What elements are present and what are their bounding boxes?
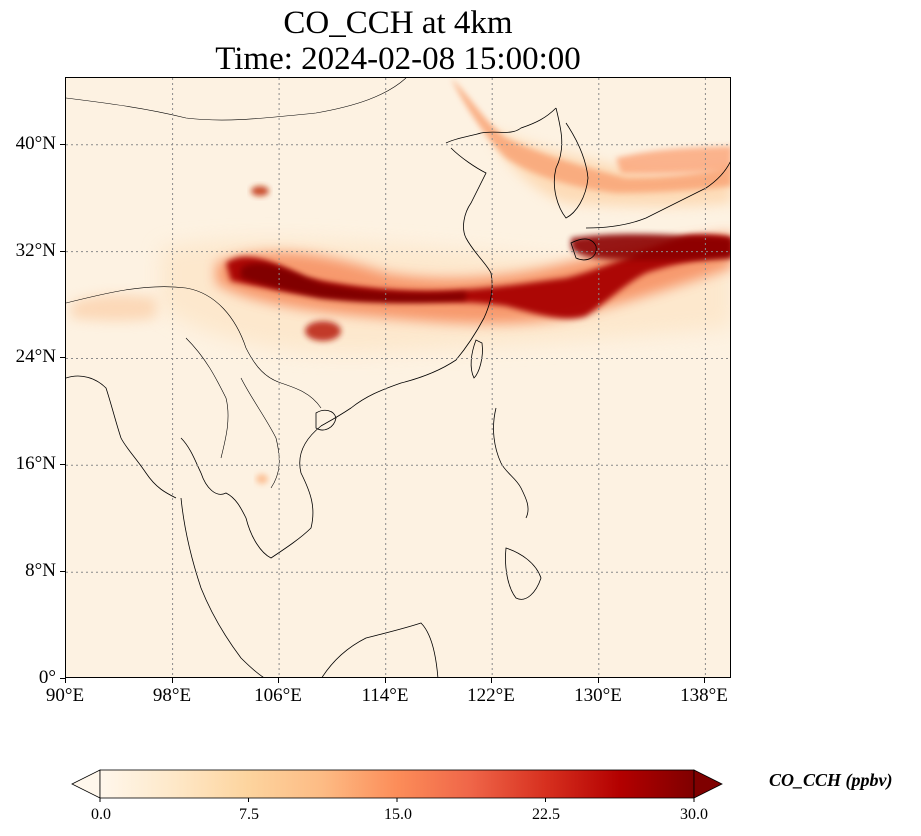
colorbar-extend-low: [71, 769, 101, 799]
laos-spot: [256, 474, 268, 484]
y-tick-label-40n: 40°N: [15, 133, 56, 154]
main-plume-darkest: [241, 263, 466, 303]
x-tick-mark: [278, 678, 279, 683]
y-tick-label-32n: 32°N: [15, 240, 56, 261]
small-blob: [251, 186, 269, 196]
inner-borders: [66, 78, 407, 489]
northern-plume: [451, 78, 730, 193]
x-tick-label-138e: 138°E: [680, 685, 728, 706]
y-tick-label-8n: 8°N: [25, 560, 56, 581]
japan-coast: [585, 161, 730, 229]
x-tick-mark: [491, 678, 492, 683]
bengal-coast: [66, 375, 177, 499]
colorbar-extend-high: [693, 769, 723, 799]
y-tick-mark: [60, 144, 65, 145]
colorbar-label: CO_CCH (ppbv): [769, 770, 893, 790]
colorbar-tick-label: 30.0: [680, 806, 708, 823]
colorbar: [71, 769, 723, 802]
y-tick-mark: [60, 571, 65, 572]
y-tick-mark: [60, 678, 65, 679]
mindanao-coast: [505, 547, 542, 600]
bohai-coast: [445, 107, 557, 144]
map-panel: [65, 77, 731, 678]
kyushu-coast: [570, 238, 597, 261]
southern-blob: [305, 321, 341, 341]
x-tick-mark: [65, 678, 66, 683]
northern-plume-lobe: [616, 146, 730, 174]
hainan-coast: [315, 409, 337, 431]
plot-title-variable: CO_CCH at 4km: [283, 5, 513, 41]
co-field-layer: [71, 78, 730, 484]
east-plume-core: [571, 233, 730, 260]
y-tick-label-0: 0°: [38, 667, 56, 688]
colorbar-tick-label: 22.5: [532, 806, 560, 823]
colorbar-tick-label: 15.0: [384, 806, 412, 823]
west-patch: [71, 294, 156, 322]
x-tick-label-90e: 90°E: [45, 685, 85, 706]
china-coast: [320, 147, 493, 427]
korea-coast: [553, 107, 589, 219]
gridlines: [66, 78, 730, 677]
taiwan-coast: [470, 339, 483, 379]
borneo-coast: [321, 622, 439, 677]
x-tick-label-106e: 106°E: [254, 685, 302, 706]
x-tick-label-114e: 114°E: [361, 685, 409, 706]
map-canvas: [66, 78, 730, 677]
indochina-coast: [180, 425, 322, 559]
plot-title-time: Time: 2024-02-08 15:00:00: [215, 41, 581, 77]
colorbar-tick-label: 0.0: [91, 806, 111, 823]
colorbar-tick-label: 7.5: [239, 806, 259, 823]
x-tick-mark: [598, 678, 599, 683]
malay-coast: [180, 497, 264, 677]
colorbar-body: [99, 769, 695, 799]
x-tick-mark: [385, 678, 386, 683]
y-tick-label-24n: 24°N: [15, 346, 56, 367]
y-tick-mark: [60, 357, 65, 358]
x-tick-label-98e: 98°E: [152, 685, 192, 706]
coastlines: [66, 78, 730, 677]
x-tick-label-130e: 130°E: [574, 685, 622, 706]
y-tick-mark: [60, 251, 65, 252]
x-tick-mark: [704, 678, 705, 683]
x-tick-label-122e: 122°E: [467, 685, 515, 706]
x-tick-mark: [172, 678, 173, 683]
y-tick-label-16n: 16°N: [15, 453, 56, 474]
luzon-coast: [493, 407, 529, 519]
y-tick-mark: [60, 464, 65, 465]
